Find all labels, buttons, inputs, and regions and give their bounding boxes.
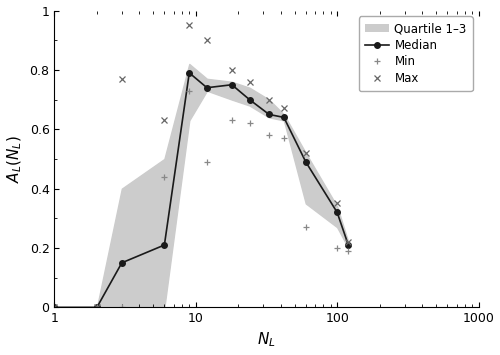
Line: Min: Min [51, 87, 352, 311]
Line: Median: Median [52, 70, 351, 310]
Max [281, 106, 287, 111]
Max [246, 80, 252, 84]
Line: Max: Max [51, 22, 352, 311]
Min [186, 88, 192, 93]
Median [204, 86, 210, 90]
Min [266, 133, 272, 137]
Min [52, 305, 58, 310]
Min [246, 121, 252, 125]
X-axis label: $N_L$: $N_L$ [257, 331, 276, 349]
Max [266, 98, 272, 102]
Y-axis label: $A_L(N_L)$: $A_L(N_L)$ [6, 135, 24, 183]
Median [246, 98, 252, 102]
Max [204, 38, 210, 42]
Median [303, 160, 309, 164]
Max [186, 23, 192, 28]
Median [94, 305, 100, 310]
Max [52, 305, 58, 310]
Max [346, 240, 352, 244]
Max [94, 305, 100, 310]
Min [94, 305, 100, 310]
Median [346, 243, 352, 247]
Max [119, 77, 125, 81]
Max [334, 201, 340, 206]
Median [334, 210, 340, 214]
Median [162, 243, 168, 247]
Min [119, 305, 125, 310]
Min [229, 118, 235, 122]
Min [303, 225, 309, 229]
Min [162, 175, 168, 179]
Median [52, 305, 58, 310]
Median [281, 115, 287, 120]
Legend: Quartile 1–3, Median, Min, Max: Quartile 1–3, Median, Min, Max [359, 16, 472, 91]
Max [229, 68, 235, 72]
Median [119, 261, 125, 265]
Max [162, 118, 168, 122]
Median [266, 112, 272, 116]
Min [204, 160, 210, 164]
Min [281, 136, 287, 140]
Max [303, 151, 309, 155]
Median [186, 71, 192, 75]
Median [229, 83, 235, 87]
Min [346, 249, 352, 253]
Min [334, 246, 340, 250]
